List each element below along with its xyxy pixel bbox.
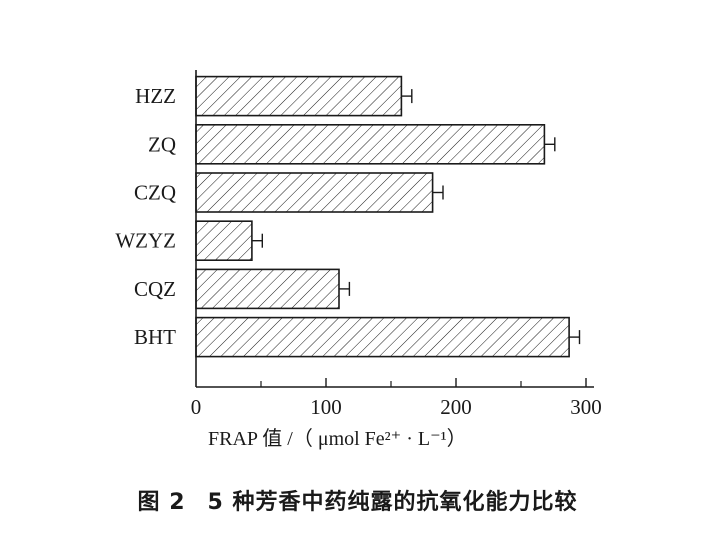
figure-caption-text: 5 种芳香中药纯露的抗氧化能力比较 [207, 490, 578, 515]
y-tick-label-czq: CZQ [134, 181, 176, 205]
y-tick-label-zq: ZQ [148, 132, 176, 156]
bar-czq [195, 172, 434, 213]
bar-chart: HZZ ZQ CZQ WZYZ CQZ BHT 0 100 200 300 FRAP 值 /（ μ… [115, 70, 602, 450]
bar-wzyz [195, 220, 253, 261]
x-tick-label-100: 100 [310, 395, 342, 419]
x-axis-label: FRAP 值 /（ μmol Fe²⁺ · L⁻¹） [208, 427, 467, 450]
bar-cqz [195, 268, 340, 310]
bar-bht [195, 316, 570, 358]
y-tick-label-cqz: CQZ [134, 277, 176, 301]
bar-zq [195, 124, 546, 165]
axes-layer [195, 70, 594, 388]
y-tick-label-bht: BHT [134, 325, 176, 349]
figure-number: 图 2 [137, 490, 186, 515]
ticks-layer: HZZ ZQ CZQ WZYZ CQZ BHT 0 100 200 300 [115, 84, 601, 419]
y-tick-label-hzz: HZZ [135, 84, 176, 108]
x-tick-label-300: 300 [570, 395, 602, 419]
bar-hzz [195, 75, 403, 117]
y-tick-label-wzyz: WZYZ [115, 229, 176, 253]
bars-layer [195, 75, 581, 358]
x-tick-label-0: 0 [191, 395, 202, 419]
x-tick-label-200: 200 [440, 395, 472, 419]
figure-caption: 图 2 5 种芳香中药纯露的抗氧化能力比较 [0, 484, 715, 516]
